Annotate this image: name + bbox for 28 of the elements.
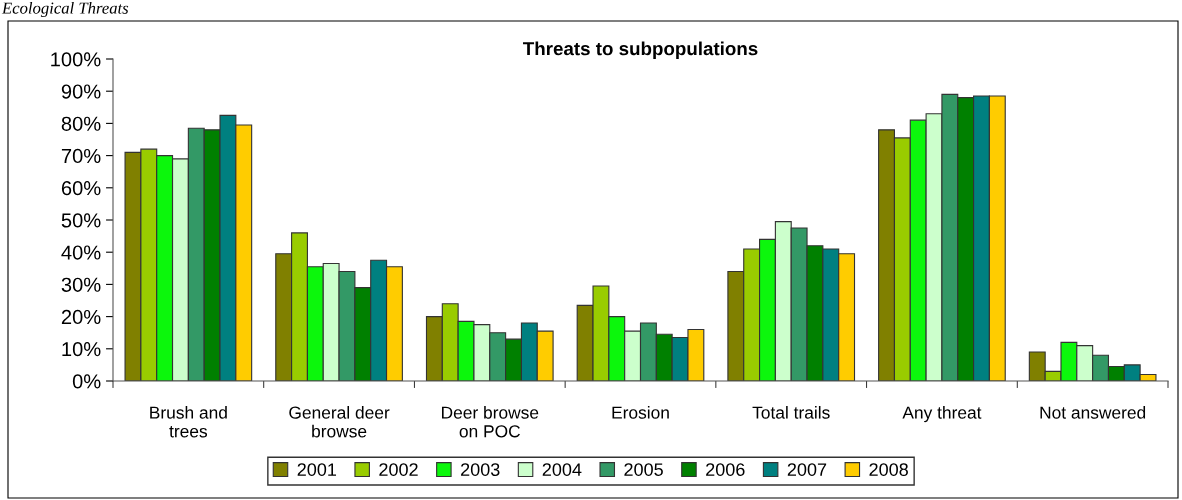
y-tick-label: 80% <box>61 116 101 131</box>
y-tick-label: 10% <box>62 342 101 357</box>
legend-label: 2002 <box>379 463 418 476</box>
y-tick-label: 50% <box>61 213 101 228</box>
x-tick-label: Any threat <box>902 406 982 423</box>
text: Ecological Threats <box>1 2 129 18</box>
legend-label: 2007 <box>787 463 827 476</box>
x-tick-label: Erosion <box>612 406 669 419</box>
x-tick-label: Total trails <box>752 406 830 419</box>
x-tick-label: General deer browse <box>289 406 390 438</box>
y-tick-label: 70% <box>61 148 101 164</box>
y-tick-label: 100% <box>51 52 101 67</box>
chart-title: Threats to subpopulations <box>523 41 758 59</box>
legend-label: 2003 <box>461 463 500 476</box>
legend-label: 2005 <box>624 463 663 476</box>
legend-label: 2001 <box>297 463 337 476</box>
y-tick-label: 40% <box>61 245 101 260</box>
y-tick-label: 0% <box>72 374 101 389</box>
legend-label: 2004 <box>542 463 582 476</box>
x-tick-label: Deer browse on POC <box>442 406 539 438</box>
legend-label: 2008 <box>869 463 908 476</box>
y-tick-label: 20% <box>61 309 101 325</box>
y-tick-label: 30% <box>61 277 101 292</box>
x-tick-label: Brush and trees <box>150 406 227 438</box>
y-tick-label: 90% <box>61 84 101 99</box>
x-tick-label: Not answered <box>1040 406 1146 419</box>
y-tick-label: 60% <box>61 181 101 196</box>
legend-label: 2006 <box>706 463 745 476</box>
